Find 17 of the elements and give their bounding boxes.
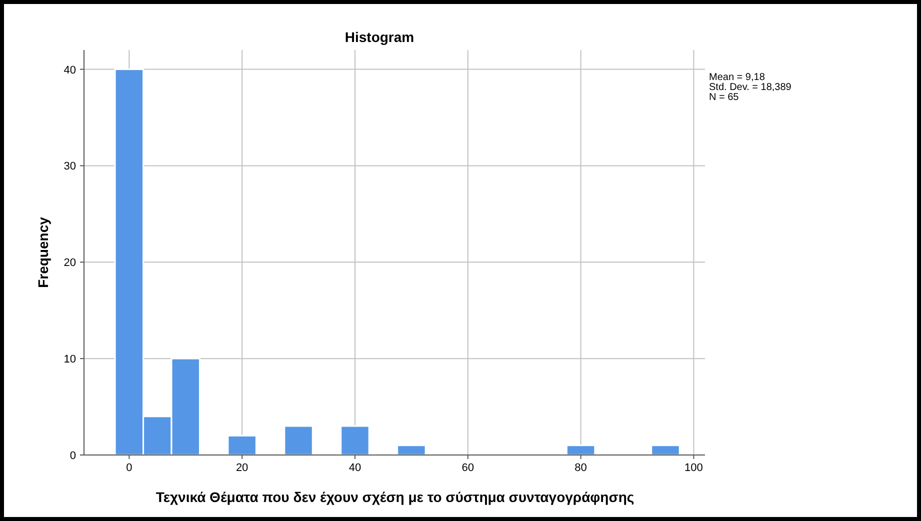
- y-tick-label: 40: [64, 64, 76, 76]
- y-tick-label: 20: [64, 257, 76, 270]
- chart-title: Histogram: [344, 29, 414, 45]
- x-tick-label: 60: [462, 462, 474, 474]
- y-tick-label: 10: [64, 354, 76, 366]
- x-tick-label: 20: [236, 462, 248, 474]
- y-axis-title: Frequency: [35, 216, 51, 288]
- y-tick-label: 30: [64, 160, 76, 173]
- x-axis-title: Τεχνικά Θέματα που δεν έχουν σχέση με το σύστημα συνταγογράφησης: [156, 489, 634, 505]
- text: Std. Dev. = 18,389: [709, 82, 792, 93]
- text: Mean = 9,18: [709, 72, 766, 83]
- y-tick-label: 0: [70, 450, 76, 462]
- x-tick-label: 80: [574, 462, 587, 474]
- x-tick-label: 40: [348, 462, 362, 474]
- x-tick-label: 0: [126, 462, 132, 474]
- x-tick-label: 100: [684, 462, 703, 474]
- text: N = 65: [709, 92, 740, 103]
